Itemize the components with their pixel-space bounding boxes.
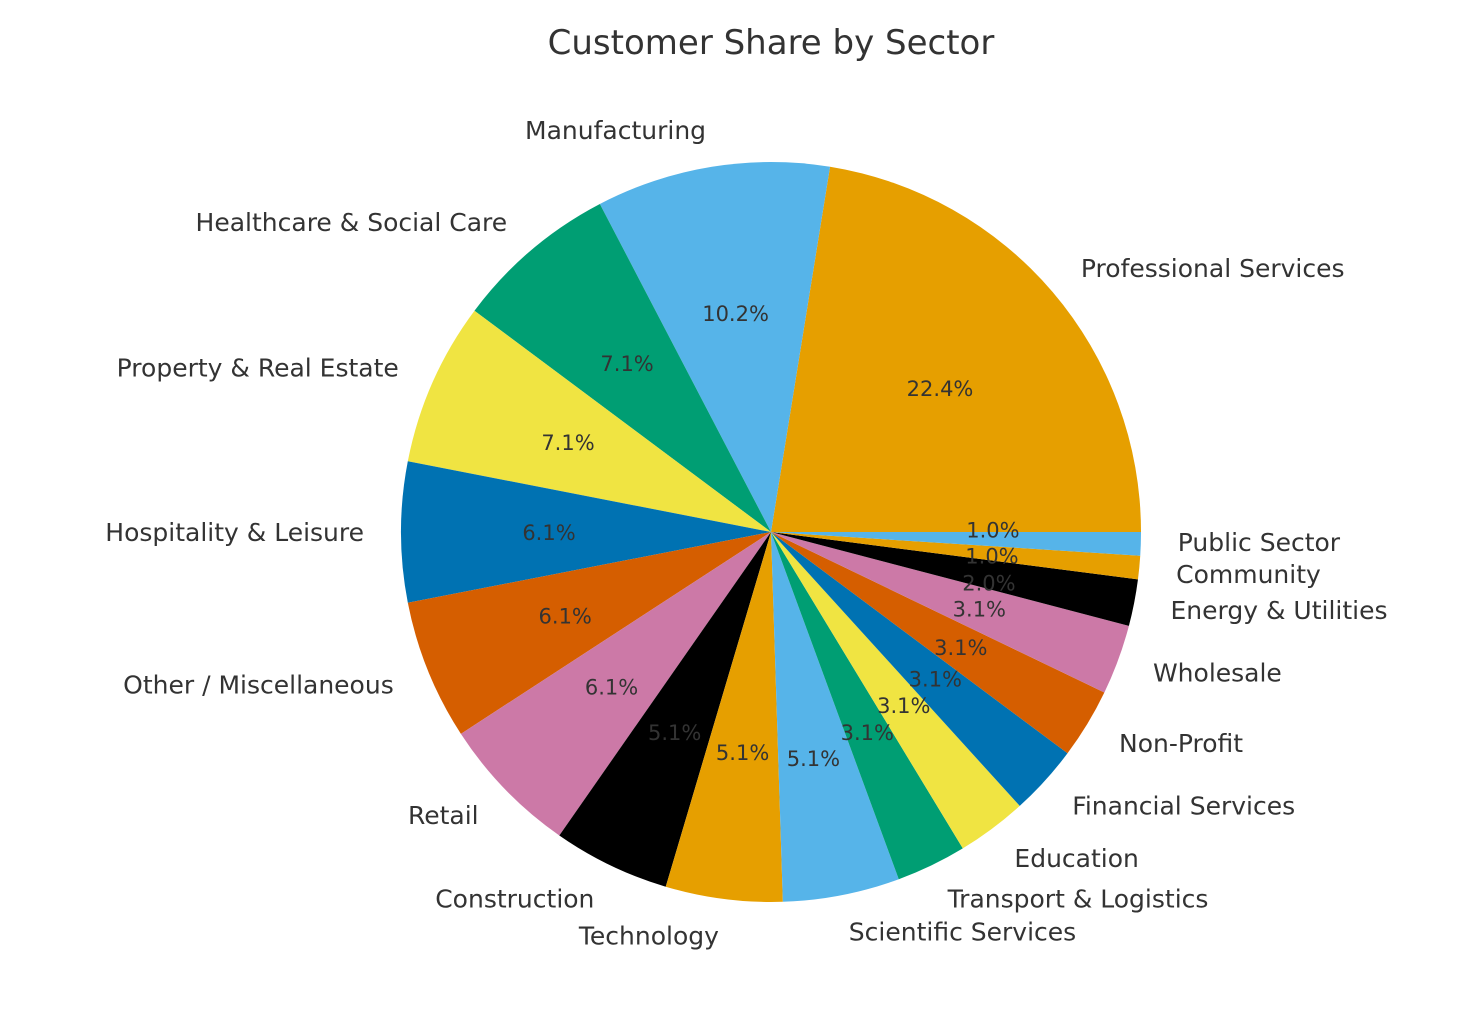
pie-slice-manufacturing <box>599 162 831 532</box>
slice-label: Energy & Utilities <box>1170 596 1387 625</box>
slice-label: Healthcare & Social Care <box>196 208 508 237</box>
percent-label: 3.1% <box>934 636 987 660</box>
slice-label: Education <box>1014 844 1138 873</box>
slice-labels: Professional Services Manufacturing Health… <box>105 116 1387 950</box>
slice-label: Non-Profit <box>1119 729 1243 758</box>
percent-label: 6.1% <box>585 675 638 699</box>
pie-slice-transport-logistics <box>771 532 963 880</box>
percent-label: 1.0% <box>966 518 1019 542</box>
slice-label: Retail <box>408 801 479 830</box>
slice-label: Financial Services <box>1072 792 1295 821</box>
slice-label: Construction <box>435 885 594 914</box>
percent-label: 10.2% <box>702 302 769 326</box>
pie-slice-community <box>771 532 1141 580</box>
pie-slice-energy-utilities <box>771 532 1138 626</box>
slice-label: Public Sector <box>1178 528 1341 557</box>
pie-slice-technology <box>665 532 783 902</box>
percent-label: 7.1% <box>541 431 594 455</box>
percent-label: 3.1% <box>909 668 962 692</box>
chart-title: Customer Share by Sector <box>548 23 995 63</box>
pie-slice-hospitality-leisure <box>401 461 771 603</box>
pie-slices <box>401 162 1141 902</box>
percent-label: 3.1% <box>877 694 930 718</box>
percent-label: 5.1% <box>787 747 840 771</box>
pie-slice-other-miscellaneous <box>407 532 771 734</box>
slice-label: Transport & Logistics <box>947 885 1209 914</box>
percent-label: 3.1% <box>953 598 1006 622</box>
percent-label: 5.1% <box>648 721 701 745</box>
slice-label: Professional Services <box>1081 254 1345 283</box>
percent-label: 6.1% <box>522 521 575 545</box>
pie-slice-retail <box>460 532 771 836</box>
slice-label: Other / Miscellaneous <box>123 671 394 700</box>
slice-label: Technology <box>578 922 719 951</box>
slice-label: Property & Real Estate <box>117 353 399 382</box>
percent-label: 22.4% <box>907 377 974 401</box>
pie-slice-professional-services <box>771 166 1141 532</box>
slice-label: Community <box>1176 560 1321 589</box>
pie-slice-property-real-estate <box>407 310 771 532</box>
pie-slice-construction <box>559 532 771 887</box>
percent-label: 3.1% <box>841 721 894 745</box>
percent-label: 5.1% <box>716 741 769 765</box>
pie-slice-financial-services <box>771 532 1068 806</box>
percent-label: 6.1% <box>539 604 592 628</box>
pie-slice-wholesale <box>771 532 1129 693</box>
percent-label: 2.0% <box>962 571 1015 595</box>
percent-labels: 22.4% 10.2% 7.1% 7.1% 6.1% 6.1% 6.1% 5.1% 5.1% 5.… <box>522 302 1019 771</box>
slice-label: Wholesale <box>1153 659 1282 688</box>
percent-label: 7.1% <box>600 352 653 376</box>
pie-slice-healthcare-social-care <box>474 203 771 532</box>
percent-label: 1.0% <box>965 544 1018 568</box>
pie-slice-public-sector <box>771 532 1141 556</box>
pie-slice-education <box>771 532 1020 849</box>
slice-label: Hospitality & Leisure <box>105 518 364 547</box>
slice-label: Manufacturing <box>525 116 706 145</box>
slice-label: Scientific Services <box>849 917 1076 946</box>
pie-slice-scientific-services <box>771 532 899 902</box>
pie-slice-non-profit <box>771 532 1105 754</box>
